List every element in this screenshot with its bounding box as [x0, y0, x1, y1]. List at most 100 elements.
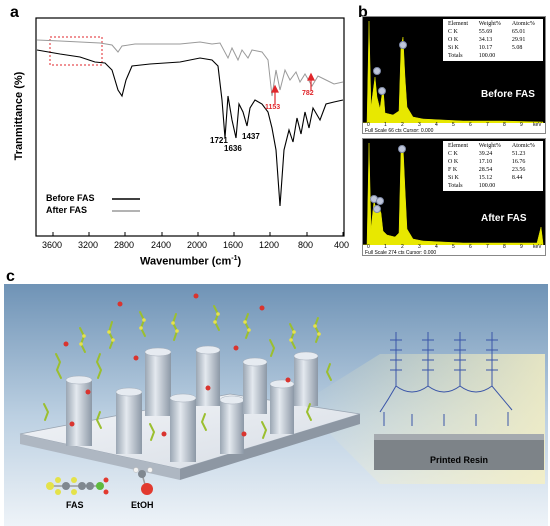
x-axis-title-sup: -1 — [231, 255, 238, 262]
edx-cell: 100.00 — [478, 183, 496, 189]
edx-axis-tick: 4 — [435, 244, 438, 250]
edx-footer-before: 0 1 2 3 4 5 6 7 8 9 keV Full Scale 66 ct… — [363, 122, 545, 134]
panel-b-label: b — [358, 4, 368, 21]
edx-axis-unit: keV — [533, 244, 542, 250]
edx-table-header: Element Weight% Atomic% — [445, 143, 541, 149]
pillar — [293, 351, 319, 406]
edx-cell: 29.91 — [511, 37, 526, 43]
edx-axis-tick: 0 — [367, 122, 370, 128]
edx-cell: 8.44 — [511, 175, 523, 181]
edx-header-weight: Weight% — [478, 143, 501, 149]
edx-cell: 15.12 — [478, 175, 493, 181]
peak-label-782: 782 — [302, 90, 314, 97]
legend-before-fas: Before FAS — [46, 193, 95, 203]
edx-cell: 23.56 — [511, 167, 526, 173]
etoh-legend-molecule — [133, 467, 153, 495]
pillar — [269, 379, 295, 434]
edx-axis-tick: 7 — [486, 244, 489, 250]
edx-spectrum-after: Element Weight% Atomic% C K 39.24 51.23 O … — [362, 138, 546, 256]
x-tick-label: 2800 — [114, 240, 135, 250]
edx-cell: Si K — [448, 45, 459, 51]
ftir-x-ticks — [52, 232, 344, 236]
edx-cell: 51.23 — [511, 151, 526, 157]
edx-axis-tick: 9 — [520, 122, 523, 128]
fas-legend-atoms — [46, 477, 109, 495]
edx-footer-after: 0 1 2 3 4 5 6 7 8 9 keV Full Scale 274 c… — [363, 244, 545, 256]
x-tick-label: 2400 — [151, 240, 172, 250]
fas-legend-label: FAS — [66, 500, 84, 510]
edx-table-row: Si K 15.12 8.44 — [445, 175, 541, 181]
x-tick-label: 1200 — [259, 240, 280, 250]
highlight-region-box — [49, 36, 103, 66]
etoh-legend-label: EtOH — [131, 500, 154, 510]
peak-label-1437: 1437 — [242, 132, 260, 141]
edx-table-row: C K 39.24 51.23 — [445, 151, 541, 157]
edx-header-weight: Weight% — [478, 21, 501, 27]
x-axis-title-close: ) — [237, 255, 242, 268]
edx-cell: C K — [448, 151, 458, 157]
edx-axis-tick: 6 — [469, 244, 472, 250]
pillar — [195, 345, 221, 406]
edx-axis-tick: 2 — [401, 122, 404, 128]
edx-cell: 39.24 — [478, 151, 493, 157]
edx-cell: 55.69 — [478, 29, 493, 35]
resin-slab-side — [180, 414, 360, 480]
ftir-chart — [35, 17, 345, 237]
panel-c-label: c — [6, 268, 15, 285]
edx-cell: 100.00 — [478, 53, 496, 59]
edx-axis-tick: 3 — [418, 244, 421, 250]
surface-modification-illustration — [4, 284, 548, 526]
edx-axis-tick: 4 — [435, 122, 438, 128]
edx-peaks-after — [363, 142, 544, 245]
edx-spectrum-before: Element Weight% Atomic% C K 55.69 65.01 O … — [362, 16, 546, 134]
edx-cell: 5.08 — [511, 45, 523, 51]
edx-table-row: C K 55.69 65.01 — [445, 29, 541, 35]
edx-footer-text: Full Scale 274 cts Cursor: 0.000 — [365, 250, 437, 256]
edx-axis-tick: 2 — [401, 244, 404, 250]
edx-axis-tick: 8 — [503, 244, 506, 250]
edx-cell: F K — [448, 167, 458, 173]
legend-after-fas: After FAS — [46, 205, 88, 215]
edx-cell: 65.01 — [511, 29, 526, 35]
edx-axis-tick: 0 — [367, 244, 370, 250]
edx-cell: O K — [448, 159, 459, 165]
edx-cell: O K — [448, 37, 459, 43]
edx-peaks-before — [363, 20, 544, 123]
printed-resin-top — [374, 434, 544, 440]
edx-cell: 28.54 — [478, 167, 493, 173]
x-tick-label: 400 — [334, 240, 350, 250]
edx-cell — [509, 183, 541, 189]
peak-label-1153: 1153 — [265, 104, 281, 111]
pillar — [115, 387, 143, 454]
edx-header-atomic: Atomic% — [511, 21, 535, 27]
edx-cell: 34.13 — [478, 37, 493, 43]
edx-axis-tick: 3 — [418, 122, 421, 128]
after-fas-spectrum — [36, 39, 344, 97]
x-tick-label: 2000 — [187, 240, 208, 250]
x-tick-label: 3200 — [78, 240, 99, 250]
edx-badge-before: Before FAS — [481, 89, 535, 100]
peak-label-1721: 1721 — [210, 136, 228, 145]
x-tick-label: 1600 — [223, 240, 244, 250]
pillar — [144, 347, 172, 416]
panel-a-x-axis-title: Wavenumber (cm-1) — [140, 255, 241, 268]
edx-table-total: Totals 100.00 — [445, 183, 541, 189]
x-tick-label: 800 — [298, 240, 314, 250]
edx-table-row: O K 34.13 29.91 — [445, 37, 541, 43]
panel-a-label: a — [10, 4, 19, 21]
printed-resin-block — [374, 438, 544, 470]
edx-axis-tick: 6 — [469, 122, 472, 128]
edx-table-row: Si K 10.17 5.08 — [445, 45, 541, 51]
edx-cell: Totals — [448, 53, 463, 59]
edx-axis-tick: 8 — [503, 122, 506, 128]
edx-table-after: Element Weight% Atomic% C K 39.24 51.23 O … — [443, 141, 543, 191]
edx-table-total: Totals 100.00 — [445, 53, 541, 59]
edx-axis-tick: 1 — [384, 244, 387, 250]
edx-header-element: Element — [448, 21, 468, 27]
edx-table-header: Element Weight% Atomic% — [445, 21, 541, 27]
edx-cell: Si K — [448, 175, 459, 181]
peak-arrows — [271, 72, 315, 104]
edx-cell: C K — [448, 29, 458, 35]
etoh-molecules — [63, 293, 291, 437]
edx-badge-after: After FAS — [481, 213, 527, 224]
